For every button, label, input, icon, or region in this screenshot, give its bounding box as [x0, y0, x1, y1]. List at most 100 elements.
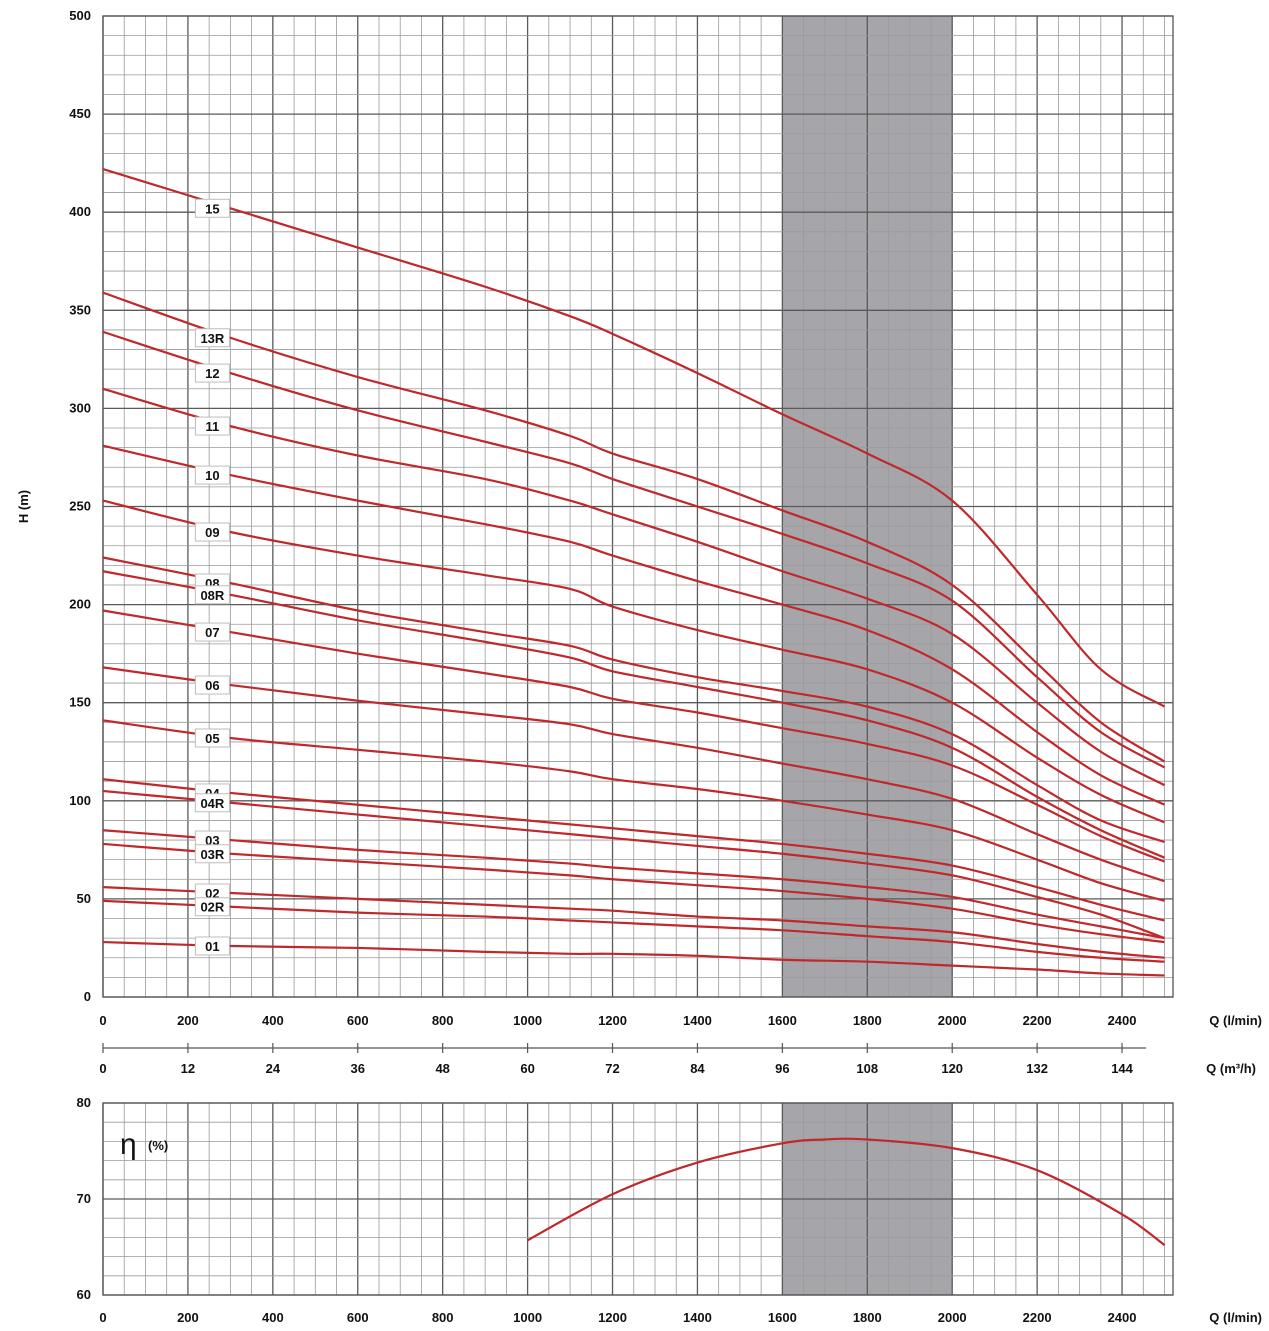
curve-07 — [102, 609, 1165, 863]
efficiency-x-tick-label: 0 — [99, 1310, 106, 1325]
secondary-x-tick-label: 144 — [1111, 1061, 1133, 1076]
curve-label-box-13r — [194, 328, 230, 348]
curve-11 — [102, 387, 1166, 787]
efficiency-x-tick-label: 1600 — [768, 1310, 797, 1325]
curve-label-13r: 13R — [200, 331, 224, 346]
curve-label-box-08r — [194, 585, 230, 605]
efficiency-x-tick-label: 800 — [432, 1310, 454, 1325]
secondary-x-tick-label: 24 — [266, 1061, 281, 1076]
curve-label-box-06 — [194, 675, 230, 695]
curve-label-box-05 — [194, 728, 230, 748]
y-tick-label: 250 — [69, 499, 91, 514]
secondary-x-tick-label: 72 — [605, 1061, 619, 1076]
curve-label-01: 01 — [205, 939, 219, 954]
secondary-x-axis-label: Q (m³/h) — [1206, 1061, 1256, 1076]
y-tick-label: 350 — [69, 302, 91, 317]
curve-label-12: 12 — [205, 366, 219, 381]
x-tick-label: 1000 — [513, 1013, 542, 1028]
efficiency-x-tick-label: 2000 — [938, 1310, 967, 1325]
y-tick-label: 450 — [69, 106, 91, 121]
curve-label-06: 06 — [205, 678, 219, 693]
curve-04 — [102, 778, 1165, 922]
secondary-x-tick-label: 120 — [941, 1061, 963, 1076]
secondary-x-tick-label: 84 — [690, 1061, 705, 1076]
curve-label-box-15 — [194, 198, 230, 218]
x-tick-label: 800 — [432, 1013, 454, 1028]
curve-label-box-12 — [194, 363, 230, 383]
curve-label-box-09 — [194, 522, 230, 542]
y-tick-label: 400 — [69, 204, 91, 219]
curve-label-03r: 03R — [200, 847, 224, 862]
efficiency-x-tick-label: 1400 — [683, 1310, 712, 1325]
curve-03r — [102, 842, 1165, 944]
efficiency-curve-0 — [527, 1137, 1166, 1246]
curve-label-15: 15 — [205, 201, 219, 216]
efficiency-x-tick-label: 600 — [347, 1310, 369, 1325]
x-tick-label: 400 — [262, 1013, 284, 1028]
curve-05 — [102, 719, 1165, 902]
curve-label-box-02r — [194, 897, 230, 917]
y-axis-label: H (m) — [16, 490, 31, 523]
y-tick-label: 150 — [69, 695, 91, 710]
grid-layer — [102, 15, 1174, 1296]
efficiency-y-tick-label: 60 — [77, 1287, 91, 1302]
x-axis-label: Q (l/min) — [1209, 1013, 1262, 1028]
secondary-x-tick-label: 96 — [775, 1061, 789, 1076]
curve-label-11: 11 — [206, 419, 220, 434]
efficiency-y-tick-label: 70 — [77, 1191, 91, 1206]
efficiency-unit-label: (%) — [148, 1138, 168, 1153]
y-tick-label: 50 — [77, 891, 91, 906]
curve-label-07: 07 — [205, 625, 219, 640]
curve-label-box-11 — [194, 416, 230, 436]
curve-label-04r: 04R — [200, 796, 224, 811]
x-tick-label: 600 — [347, 1013, 369, 1028]
efficiency-x-tick-label: 1000 — [513, 1310, 542, 1325]
curve-label-10: 10 — [205, 468, 219, 483]
curve-label-box-03r — [194, 844, 230, 864]
secondary-x-tick-label: 12 — [181, 1061, 195, 1076]
curve-label-box-04r — [194, 793, 230, 813]
label-layer: 1513R121110090808R0706050404R0303R0202R0… — [194, 198, 230, 956]
y-tick-label: 500 — [69, 8, 91, 23]
curve-08r — [102, 570, 1165, 859]
y-tick-label: 300 — [69, 400, 91, 415]
x-tick-label: 1600 — [768, 1013, 797, 1028]
efficiency-x-tick-label: 2400 — [1108, 1310, 1137, 1325]
x-tick-label: 200 — [177, 1013, 199, 1028]
efficiency-y-tick-label: 80 — [77, 1095, 91, 1110]
efficiency-x-tick-label: 400 — [262, 1310, 284, 1325]
curve-label-08r: 08R — [200, 588, 224, 603]
x-tick-label: 2000 — [938, 1013, 967, 1028]
series-layer — [102, 167, 1166, 1246]
x-tick-label: 2200 — [1023, 1013, 1052, 1028]
efficiency-x-tick-label: 200 — [177, 1310, 199, 1325]
curve-02r — [102, 899, 1165, 963]
curve-03 — [102, 829, 1165, 940]
curve-label-box-01 — [194, 936, 230, 956]
y-tick-label: 100 — [69, 793, 91, 808]
curve-04r — [102, 789, 1165, 940]
secondary-x-tick-label: 36 — [351, 1061, 365, 1076]
y-tick-label: 0 — [84, 989, 91, 1004]
efficiency-frame — [102, 1102, 1174, 1296]
secondary-x-tick-label: 108 — [856, 1061, 878, 1076]
x-tick-label: 0 — [99, 1013, 106, 1028]
efficiency-x-tick-label: 2200 — [1023, 1310, 1052, 1325]
efficiency-symbol: η — [120, 1128, 137, 1161]
efficiency-x-tick-label: 1800 — [853, 1310, 882, 1325]
y-tick-label: 200 — [69, 597, 91, 612]
curve-15 — [102, 167, 1166, 708]
curve-label-box-07 — [194, 622, 230, 642]
efficiency-x-tick-label: 1200 — [598, 1310, 627, 1325]
curve-01 — [102, 940, 1165, 977]
curve-02 — [102, 886, 1165, 959]
secondary-x-tick-label: 132 — [1026, 1061, 1048, 1076]
curve-08 — [102, 556, 1165, 844]
x-tick-label: 1200 — [598, 1013, 627, 1028]
x-tick-label: 1400 — [683, 1013, 712, 1028]
secondary-x-tick-label: 48 — [435, 1061, 449, 1076]
x-tick-label: 2400 — [1108, 1013, 1137, 1028]
